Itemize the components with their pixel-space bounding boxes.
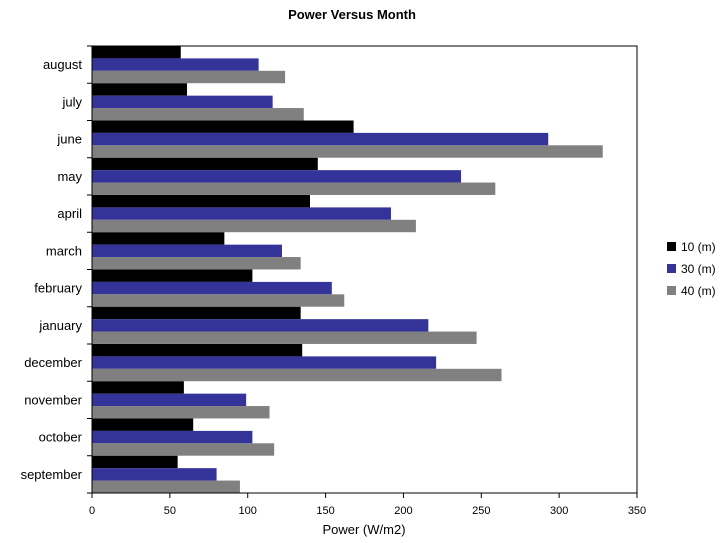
x-tick-label-350: 350 <box>628 505 646 517</box>
bar-april-series-3 <box>92 219 416 233</box>
x-tick-label-250: 250 <box>472 505 490 517</box>
bar-august-series-3 <box>92 70 286 84</box>
category-label-february: february <box>34 281 82 296</box>
bar-may-series-1 <box>92 157 318 171</box>
bar-october-series-3 <box>92 443 275 456</box>
x-tick-label-50: 50 <box>164 505 176 517</box>
bar-november-series-2 <box>92 393 247 407</box>
bar-april-series-1 <box>92 195 310 208</box>
legend-swatch-series-2 <box>667 264 676 273</box>
bar-november-series-3 <box>92 406 270 419</box>
x-tick-label-0: 0 <box>89 505 95 517</box>
x-ticks: 0 50 100 150 200 250 300 350 <box>89 493 646 517</box>
category-label-march: march <box>46 243 82 258</box>
chart-title: Power Versus Month <box>288 7 416 22</box>
bar-may-series-3 <box>92 182 496 195</box>
bar-october-series-2 <box>92 430 253 444</box>
bar-december-series-2 <box>92 356 437 369</box>
bar-january-series-2 <box>92 319 429 332</box>
category-label-november: november <box>24 392 82 407</box>
category-label-june: june <box>56 132 82 147</box>
x-axis-title: Power (W/m2) <box>322 522 405 537</box>
bar-september-series-2 <box>92 468 217 481</box>
bar-september-series-1 <box>92 455 178 469</box>
category-label-april: april <box>57 206 82 221</box>
bar-march-series-1 <box>92 232 225 245</box>
category-label-january: january <box>38 318 82 333</box>
x-tick-label-200: 200 <box>394 505 412 517</box>
bar-june-series-1 <box>92 120 354 133</box>
bar-june-series-3 <box>92 145 603 158</box>
category-label-july: july <box>61 94 82 109</box>
category-labels: august july june may april march february janua… <box>21 57 83 482</box>
category-label-december: december <box>24 355 82 370</box>
x-tick-label-300: 300 <box>550 505 568 517</box>
legend-swatch-series-3 <box>667 286 676 295</box>
bar-june-series-2 <box>92 132 549 146</box>
axes <box>87 45 638 494</box>
bar-february-series-3 <box>92 294 345 307</box>
category-label-may: may <box>57 169 82 184</box>
bar-march-series-3 <box>92 257 301 270</box>
x-tick-label-150: 150 <box>316 505 334 517</box>
x-tick-label-100: 100 <box>239 505 257 517</box>
bar-july-series-2 <box>92 95 273 109</box>
bar-december-series-1 <box>92 344 303 357</box>
bar-august-series-1 <box>92 46 181 59</box>
bar-august-series-2 <box>92 58 259 71</box>
bar-january-series-3 <box>92 331 477 344</box>
bar-september-series-3 <box>92 480 240 493</box>
bar-april-series-2 <box>92 207 391 220</box>
bar-july-series-3 <box>92 108 304 121</box>
legend-swatch-series-1 <box>667 242 676 251</box>
legend-label-series-3: 40 (m) <box>681 284 716 298</box>
bars-group <box>92 46 603 493</box>
bar-july-series-1 <box>92 83 187 96</box>
legend-label-series-1: 10 (m) <box>681 240 716 254</box>
bar-may-series-2 <box>92 170 462 183</box>
bar-february-series-2 <box>92 281 332 295</box>
bar-march-series-2 <box>92 244 282 258</box>
legend-label-series-2: 30 (m) <box>681 262 716 276</box>
category-label-october: october <box>39 430 83 445</box>
bar-january-series-1 <box>92 306 301 320</box>
category-label-august: august <box>43 57 82 72</box>
bar-december-series-3 <box>92 368 502 382</box>
bar-february-series-1 <box>92 269 253 282</box>
bar-october-series-1 <box>92 418 194 431</box>
category-label-september: september <box>21 467 83 482</box>
bar-november-series-1 <box>92 381 184 394</box>
legend: 10 (m) 30 (m) 40 (m) <box>667 240 716 298</box>
